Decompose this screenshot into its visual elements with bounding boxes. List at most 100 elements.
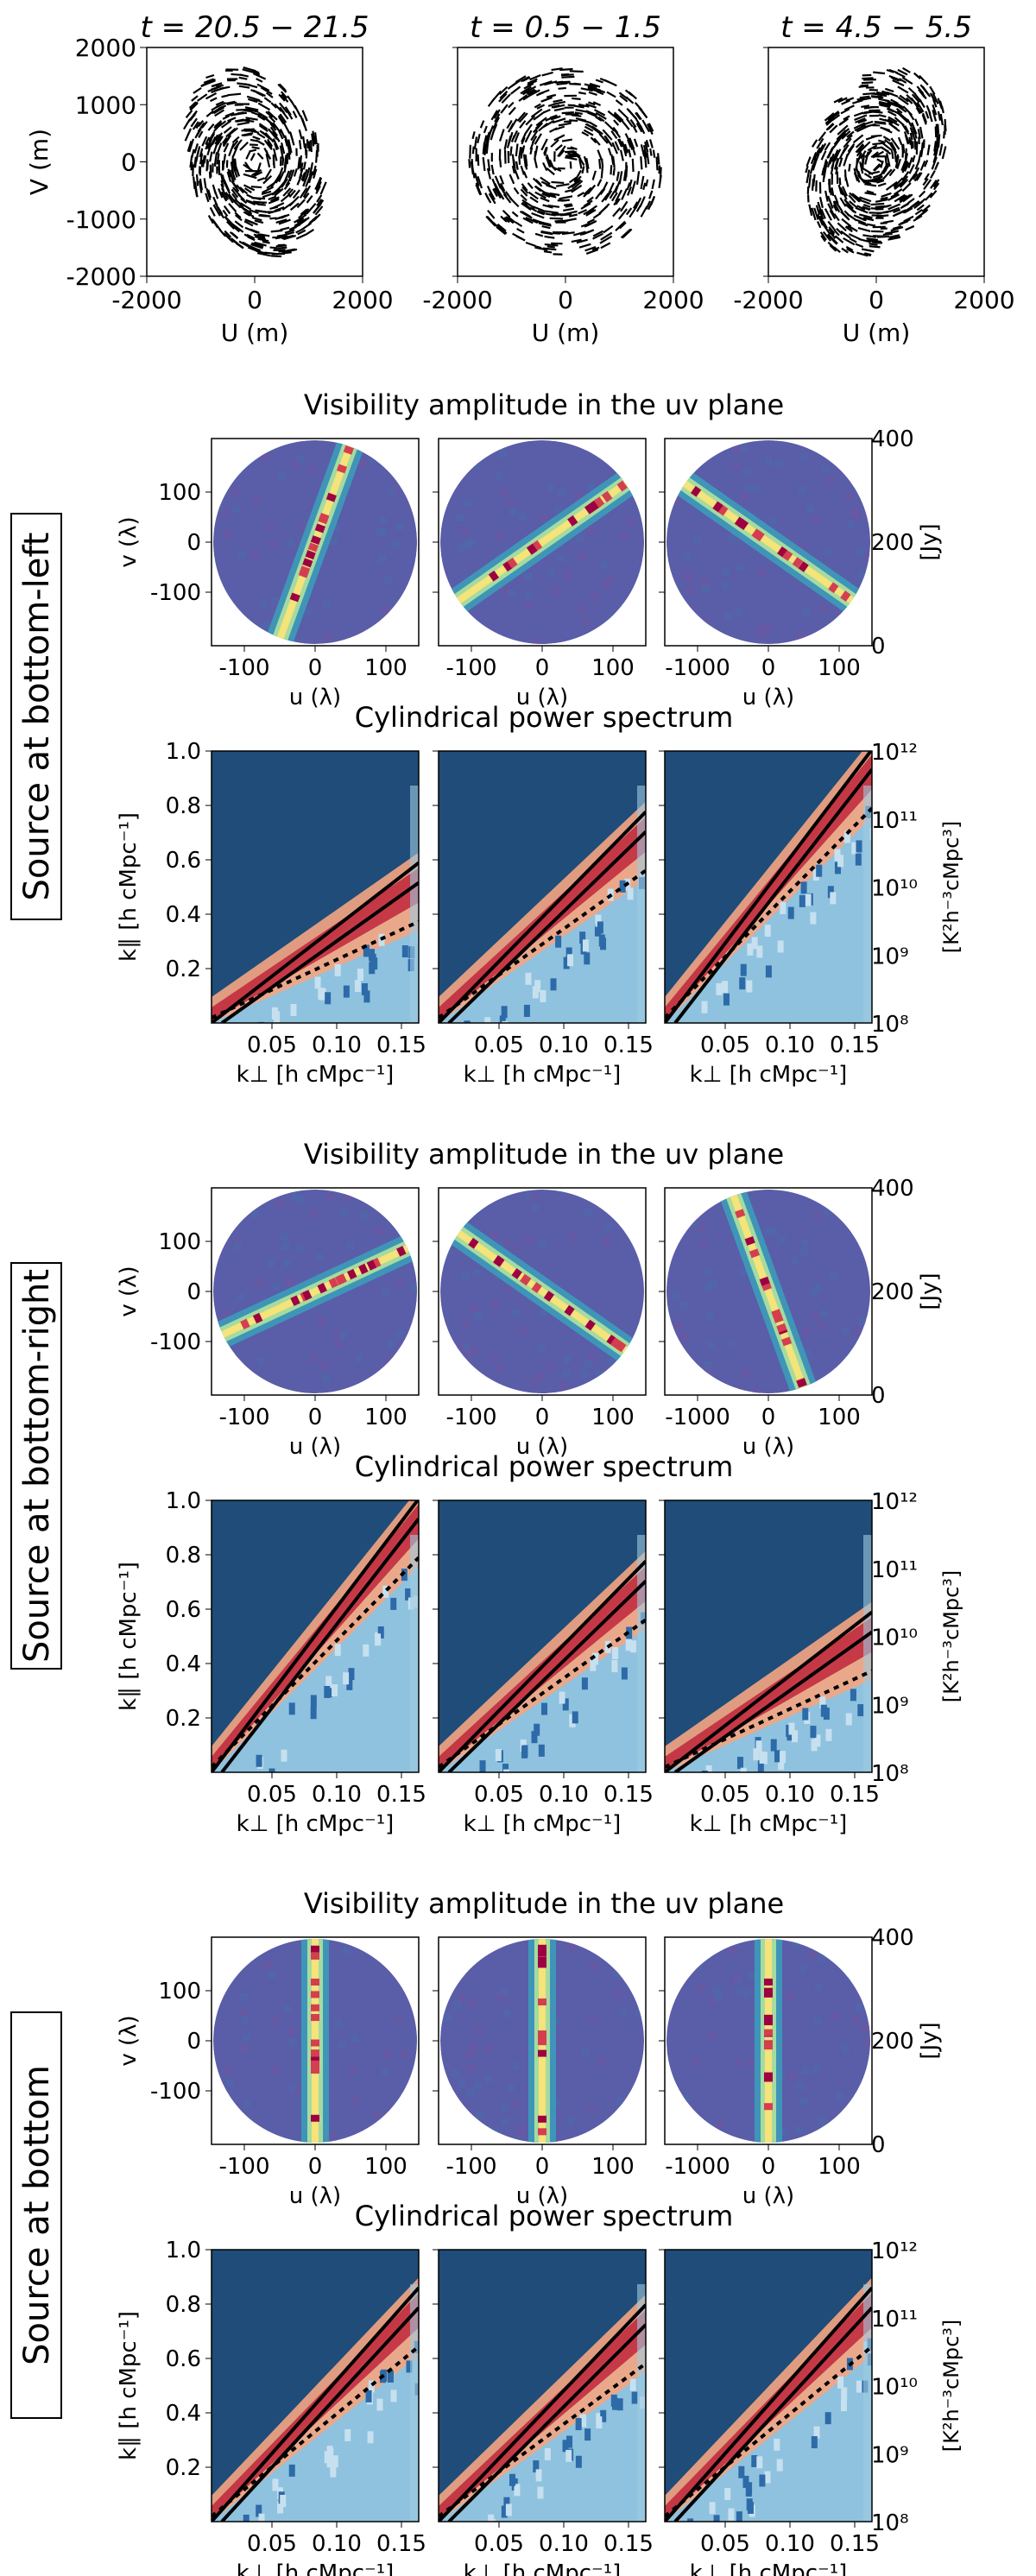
visibility-noise-pixel: [507, 2084, 515, 2093]
visibility-noise-pixel: [394, 2014, 402, 2023]
ps-noise-pixel: [555, 935, 562, 948]
uv-track-segment: [913, 172, 921, 182]
uv-track-segment: [251, 242, 264, 248]
visibility-noise-pixel: [791, 1257, 799, 1266]
visibility-noise-pixel: [613, 1989, 622, 1998]
uv-track-segment: [857, 221, 869, 227]
uv-track-segment: [199, 153, 204, 165]
ps-noise-pixel: [344, 2428, 351, 2441]
ps-body: [212, 1500, 419, 1772]
ps-noise-pixel: [812, 868, 819, 881]
uv-track-segment: [863, 173, 873, 180]
visibility-noise-pixel: [597, 2058, 606, 2067]
uv-track-segment: [516, 227, 525, 234]
uv-track-segment: [894, 104, 907, 113]
band-hotspot: [311, 1952, 319, 1960]
uv-track-segment: [613, 115, 622, 123]
ps-noise-pixel: [686, 1782, 692, 1794]
uv-track-segment: [588, 101, 596, 106]
uv-track-segment: [234, 212, 242, 219]
uv-track-segment: [314, 205, 324, 216]
visibility-noise-pixel: [457, 1342, 465, 1350]
colorbar-tick-label: 10¹⁰: [871, 876, 918, 902]
visibility-noise-pixel: [612, 1969, 621, 1978]
y-axis-label: v (λ): [116, 1266, 142, 1316]
uv-track-segment: [591, 126, 602, 135]
visibility-noise-pixel: [359, 1210, 368, 1219]
uv-track-segment: [934, 161, 939, 171]
visibility-noise-pixel: [831, 2012, 839, 2021]
uv-track-segment: [274, 187, 284, 197]
uv-track-segment: [563, 203, 572, 206]
ps-noise-pixel: [709, 2502, 716, 2515]
visibility-noise-pixel: [309, 1354, 318, 1363]
visibility-noise-pixel: [256, 1279, 264, 1287]
visibility-noise-pixel: [277, 1199, 286, 1208]
x-tick-label: 0.05: [474, 1032, 524, 1058]
uv-track-segment: [881, 192, 892, 198]
uv-track-segment: [577, 154, 585, 167]
uv-track-segment: [245, 117, 258, 121]
uv-track-segment: [558, 122, 572, 127]
visibility-noise-pixel: [566, 2118, 575, 2126]
uv-track-segment: [259, 213, 268, 218]
uv-track-segment: [829, 124, 838, 134]
visibility-noise-pixel: [220, 508, 229, 517]
ps-noise-pixel: [401, 945, 408, 958]
uv-track-title: t = 0.5 − 1.5: [470, 10, 661, 45]
horizon-line: [212, 2286, 419, 2522]
uv-track-segment: [547, 93, 557, 98]
colorbar-tick-label: 200: [871, 1279, 914, 1305]
visibility-noise-pixel: [224, 2066, 233, 2074]
visibility-noise-pixel: [575, 534, 584, 542]
uv-track-segment: [515, 161, 519, 170]
uv-track-segment: [887, 117, 900, 127]
visibility-noise-pixel: [296, 1196, 305, 1204]
uv-track-segment: [245, 149, 252, 160]
uv-track-segment: [895, 154, 900, 161]
uv-track-segment: [601, 158, 604, 167]
uv-track-segment: [542, 161, 548, 172]
ps-noise-pixel: [747, 943, 754, 956]
visibility-noise-pixel: [338, 1331, 347, 1340]
uv-track-segment: [218, 166, 221, 175]
uv-track-segment: [575, 117, 587, 122]
uv-track-segment: [578, 103, 590, 108]
uv-track-segment: [268, 195, 277, 201]
uv-track-segment: [587, 87, 602, 93]
uv-track-segment: [233, 139, 243, 150]
uv-track-segment: [292, 110, 298, 119]
uv-track-segment: [875, 91, 890, 96]
uv-track-segment: [534, 133, 542, 145]
visibility-body: [213, 1190, 417, 1393]
uv-track-segment: [919, 160, 926, 171]
ps-noise-pixel: [579, 2414, 586, 2427]
uv-track-segment: [214, 109, 224, 117]
uv-track-segment: [312, 130, 316, 145]
uv-track-segment: [864, 183, 877, 187]
uv-track-segment: [531, 212, 545, 219]
uv-track-segment: [254, 241, 267, 247]
visibility-noise-pixel: [742, 468, 751, 477]
uv-track-segment: [841, 218, 852, 228]
uv-track-segment: [300, 115, 306, 128]
uv-track-segment: [272, 122, 281, 134]
horizon-line: [673, 2306, 872, 2522]
ps-noise-pixel: [701, 1770, 708, 1772]
uv-track-segment: [248, 108, 259, 113]
band-hotspot: [396, 1246, 407, 1257]
uv-track-segment: [273, 249, 286, 252]
visibility-noise-pixel: [780, 2129, 789, 2137]
uv-track-segment: [477, 154, 480, 167]
ps-noise-pixel: [544, 2447, 551, 2460]
visibility-noise-pixel: [502, 2010, 511, 2018]
uv-track-segment: [208, 130, 216, 142]
uv-track-segment: [805, 169, 811, 184]
uv-track-segment: [209, 164, 212, 178]
uv-track-segment: [515, 235, 526, 242]
uv-track-segment: [487, 210, 496, 219]
uv-track-segment: [628, 109, 638, 120]
uv-track-segment: [854, 123, 867, 132]
visibility-noise-pixel: [282, 2005, 291, 2014]
uv-track-segment: [894, 193, 906, 203]
